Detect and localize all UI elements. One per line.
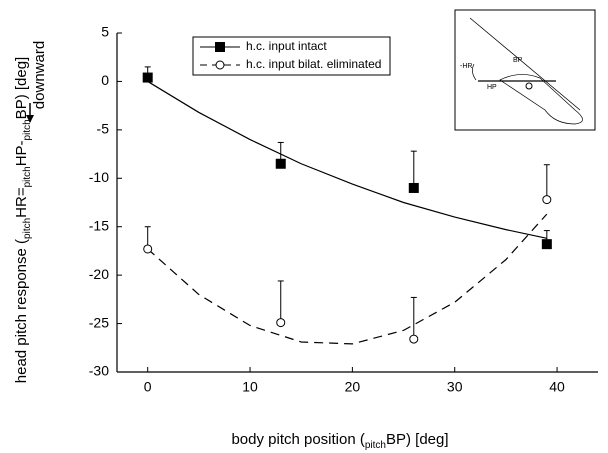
- data-point: [276, 318, 286, 328]
- inset-label: -HR: [460, 63, 472, 70]
- inset-label: BP: [513, 57, 523, 64]
- inset-bp-line: [469, 17, 581, 111]
- y-axis-note: downward: [31, 41, 48, 109]
- x-tick-label: 10: [242, 379, 258, 395]
- data-point: [541, 239, 552, 250]
- data-point: [542, 195, 552, 205]
- label-part: pitch: [365, 440, 386, 451]
- label-part: BP) [deg]: [386, 431, 449, 448]
- label-part: head pitch response (: [13, 239, 30, 383]
- label-part: HP-: [13, 140, 30, 166]
- x-tick-label: 40: [549, 379, 565, 395]
- label-part: BP) [deg]: [13, 57, 30, 120]
- label-part: pitch: [22, 119, 33, 140]
- legend-frame: [192, 36, 391, 76]
- fit-curve: [147, 213, 548, 345]
- y-tick-label: -10: [89, 169, 109, 185]
- data-point: [408, 182, 419, 193]
- inset-label: HP: [487, 84, 497, 91]
- y-tick-label: 5: [101, 24, 109, 40]
- y-tick-label: -15: [89, 217, 109, 233]
- data-point: [142, 72, 153, 83]
- label-part: pitch: [22, 166, 33, 187]
- legend-label: h.c. input bilat. eliminated: [246, 57, 381, 71]
- inset-arrow: [472, 63, 477, 81]
- y-tick-label: -30: [89, 363, 109, 379]
- x-tick-label: 30: [447, 379, 463, 395]
- downward-arrow-head: [26, 115, 34, 123]
- data-point: [275, 158, 286, 169]
- data-point: [409, 334, 419, 344]
- fit-curve: [147, 80, 547, 239]
- legend: h.c. input intact h.c. input bilat. elimi…: [192, 36, 391, 76]
- inset-diagram: -HR BP HP: [454, 9, 596, 131]
- legend-marker: [215, 60, 225, 70]
- data-point: [143, 244, 153, 254]
- y-tick-label: -5: [97, 121, 110, 137]
- inset-eye: [525, 82, 533, 90]
- label-part: body pitch position (: [231, 431, 364, 448]
- legend-label: h.c. input intact: [246, 39, 327, 53]
- y-tick-label: -25: [89, 314, 109, 330]
- inset-frame: [454, 9, 596, 131]
- y-tick-label: 0: [101, 72, 109, 88]
- x-axis-label: body pitch position (pitchBP) [deg]: [231, 431, 448, 451]
- label-part: pitch: [22, 218, 33, 239]
- inset-head: [499, 74, 583, 125]
- x-tick-label: 0: [144, 379, 152, 395]
- legend-marker: [215, 42, 225, 52]
- x-tick-label: 20: [345, 379, 361, 395]
- label-part: HR=: [13, 187, 30, 218]
- y-tick-label: -20: [89, 266, 109, 282]
- y-axis-label: head pitch response (pitchHR=pitchHP-pit…: [13, 57, 33, 383]
